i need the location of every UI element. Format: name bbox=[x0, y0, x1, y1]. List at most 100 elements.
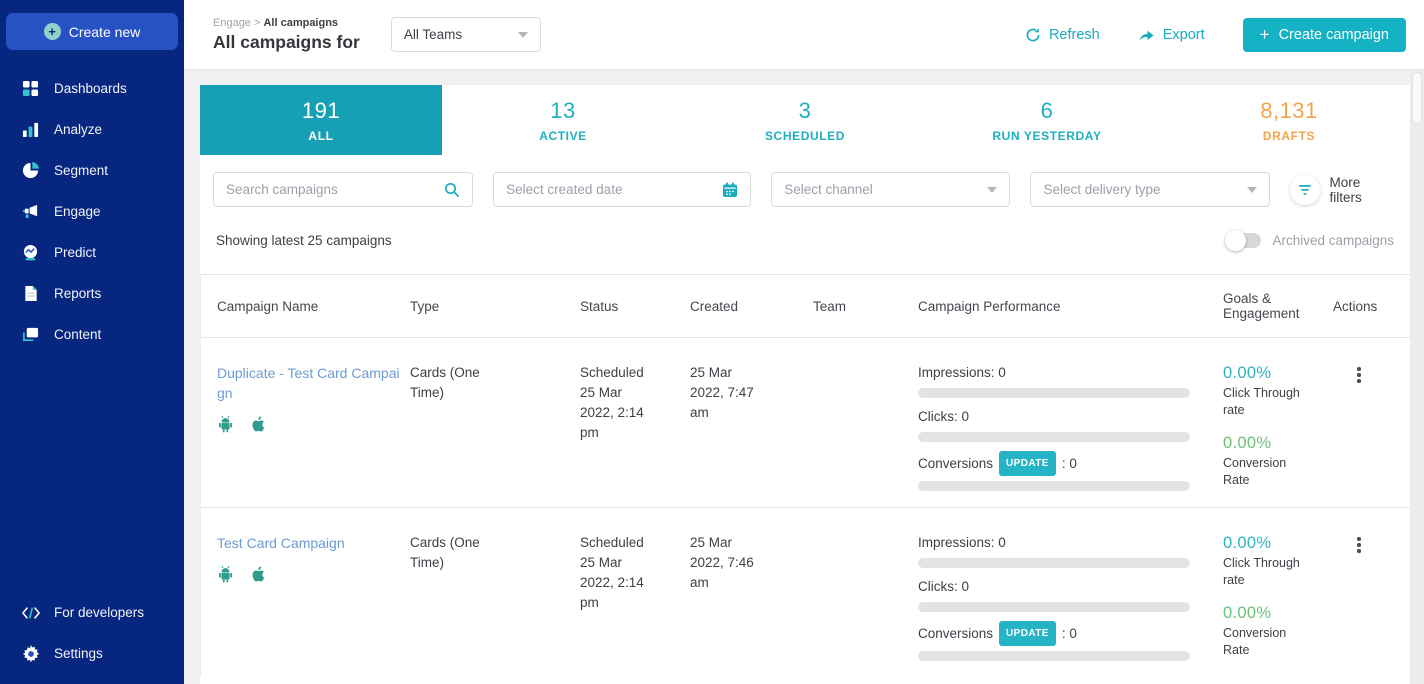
export-share-icon bbox=[1138, 27, 1155, 42]
create-new-button[interactable]: + Create new bbox=[6, 13, 178, 50]
kebab-menu-icon[interactable] bbox=[1349, 533, 1369, 553]
created-date-placeholder: Select created date bbox=[506, 182, 623, 197]
sidebar-item-predict[interactable]: Predict bbox=[0, 232, 184, 273]
showing-count-text: Showing latest 25 campaigns bbox=[216, 233, 392, 248]
conversions-value: : 0 bbox=[1061, 625, 1077, 641]
clicks-progress-bar bbox=[918, 432, 1190, 442]
header-actions: Refresh Export + Create campaign bbox=[1025, 17, 1406, 52]
tab-label: SCHEDULED bbox=[764, 128, 846, 143]
search-icon[interactable] bbox=[444, 182, 460, 198]
breadcrumb[interactable]: Engage > All campaigns bbox=[213, 17, 360, 29]
crystal-ball-icon bbox=[21, 243, 40, 262]
filter-icon bbox=[1289, 174, 1320, 205]
refresh-icon bbox=[1025, 27, 1041, 43]
tab-label: RUN YESTERDAY bbox=[992, 128, 1102, 143]
chevron-down-icon bbox=[517, 31, 528, 38]
tab-active[interactable]: 13 ACTIVE bbox=[442, 85, 684, 155]
actions-cell bbox=[1333, 533, 1410, 553]
archived-campaigns-toggle[interactable] bbox=[1225, 230, 1262, 251]
tab-all[interactable]: 191 ALL bbox=[200, 85, 442, 155]
created-date-picker[interactable]: Select created date bbox=[493, 172, 752, 207]
sidebar-item-label: Settings bbox=[54, 646, 103, 661]
search-box bbox=[213, 172, 474, 207]
tab-scheduled[interactable]: 3 SCHEDULED bbox=[684, 85, 926, 155]
sidebar-spacer bbox=[0, 355, 184, 592]
clicks-metric: Clicks: 0 bbox=[918, 577, 1213, 612]
goals-cell: 0.00% Click Through rate 0.00% Conversio… bbox=[1223, 533, 1333, 673]
conversions-label: Conversions bbox=[918, 625, 994, 641]
team-select-dropdown[interactable]: All Teams bbox=[390, 17, 541, 52]
tab-count: 6 bbox=[1040, 97, 1054, 123]
update-badge[interactable]: UPDATE bbox=[999, 621, 1056, 646]
breadcrumb-parent[interactable]: Engage > bbox=[213, 16, 264, 29]
platform-icons bbox=[217, 415, 400, 433]
more-filters-button[interactable]: More filters bbox=[1289, 174, 1396, 205]
tab-label: ALL bbox=[308, 128, 334, 143]
impressions-progress-bar bbox=[918, 388, 1190, 398]
conversion-rate-value: 0.00% bbox=[1223, 434, 1272, 452]
title-block: Engage > All campaigns All campaigns for bbox=[213, 17, 360, 53]
clicks-progress-bar bbox=[918, 602, 1190, 612]
tab-count: 13 bbox=[550, 97, 576, 123]
vertical-scrollbar[interactable] bbox=[1410, 70, 1424, 684]
page-header: Engage > All campaigns All campaigns for… bbox=[184, 0, 1424, 70]
conversion-rate-value: 0.00% bbox=[1223, 604, 1272, 622]
clicks-label: Clicks: 0 bbox=[918, 579, 970, 594]
campaign-name-link[interactable]: Duplicate - Test Card Campaign bbox=[217, 365, 400, 401]
export-button[interactable]: Export bbox=[1138, 27, 1205, 43]
dashboards-grid-icon bbox=[21, 79, 40, 98]
channel-placeholder: Select channel bbox=[784, 182, 873, 197]
tab-drafts[interactable]: 8,131 DRAFTS bbox=[1168, 85, 1410, 155]
sidebar-item-segment[interactable]: Segment bbox=[0, 150, 184, 191]
content-area: 191 ALL 13 ACTIVE 3 SCHEDULED 6 RUN YEST… bbox=[184, 70, 1424, 684]
sidebar-item-content[interactable]: Content bbox=[0, 314, 184, 355]
platform-icons bbox=[217, 565, 400, 583]
scrollbar-thumb[interactable] bbox=[1412, 72, 1422, 124]
tab-run-yesterday[interactable]: 6 RUN YESTERDAY bbox=[926, 85, 1168, 155]
sidebar-item-label: Segment bbox=[54, 163, 109, 178]
impressions-progress-bar bbox=[918, 558, 1190, 568]
sidebar-item-engage[interactable]: Engage bbox=[0, 191, 184, 232]
more-filters-label: More filters bbox=[1329, 174, 1362, 205]
update-badge[interactable]: UPDATE bbox=[999, 451, 1056, 476]
archived-toggle-group: Archived campaigns bbox=[1225, 230, 1394, 251]
kebab-menu-icon[interactable] bbox=[1349, 363, 1369, 383]
created-cell: 25 Mar 2022, 7:47 am bbox=[690, 365, 754, 420]
goals-cell: 0.00% Click Through rate 0.00% Conversio… bbox=[1223, 363, 1333, 503]
campaign-name-link[interactable]: Test Card Campaign bbox=[217, 535, 345, 551]
ctr-label: Click Through rate bbox=[1223, 556, 1300, 587]
create-new-label: Create new bbox=[68, 23, 141, 40]
sidebar-item-for-developers[interactable]: For developers bbox=[0, 592, 184, 633]
sidebar-item-analyze[interactable]: Analyze bbox=[0, 109, 184, 150]
conversions-metric: Conversions UPDATE : 0 bbox=[918, 621, 1213, 661]
calendar-icon bbox=[722, 182, 738, 198]
tab-label: DRAFTS bbox=[1262, 128, 1316, 143]
bar-chart-icon bbox=[21, 120, 40, 139]
conversions-progress-bar bbox=[918, 481, 1190, 491]
conversions-value: : 0 bbox=[1061, 455, 1077, 471]
delivery-type-select-dropdown[interactable]: Select delivery type bbox=[1030, 172, 1270, 207]
clicks-metric: Clicks: 0 bbox=[918, 407, 1213, 442]
impressions-metric: Impressions: 0 bbox=[918, 363, 1213, 398]
sidebar-item-reports[interactable]: Reports bbox=[0, 273, 184, 314]
filter-bar: Select created date Select channel Selec… bbox=[200, 155, 1410, 221]
sidebar-item-settings[interactable]: Settings bbox=[0, 633, 184, 674]
search-input[interactable] bbox=[226, 182, 445, 197]
sidebar-item-label: Engage bbox=[54, 204, 101, 219]
sidebar-item-dashboards[interactable]: Dashboards bbox=[0, 68, 184, 109]
ctr-label: Click Through rate bbox=[1223, 386, 1300, 417]
table-header-row: Campaign Name Type Status Created Team C… bbox=[201, 275, 1410, 337]
col-team: Team bbox=[813, 298, 847, 314]
campaign-name-cell: Test Card Campaign bbox=[201, 533, 410, 583]
refresh-button[interactable]: Refresh bbox=[1025, 27, 1100, 43]
page-title: All campaigns for bbox=[213, 31, 360, 52]
create-campaign-label: Create campaign bbox=[1278, 26, 1389, 43]
col-actions: Actions bbox=[1333, 298, 1378, 314]
channel-select-dropdown[interactable]: Select channel bbox=[771, 172, 1011, 207]
archived-toggle-label: Archived campaigns bbox=[1272, 233, 1394, 248]
create-campaign-button[interactable]: + Create campaign bbox=[1242, 17, 1406, 52]
col-performance: Campaign Performance bbox=[918, 298, 1061, 314]
performance-cell: Impressions: 0 Clicks: 0 Conversions bbox=[918, 533, 1223, 670]
toggle-knob bbox=[1225, 230, 1247, 251]
type-cell: Cards (One Time) bbox=[410, 365, 480, 400]
